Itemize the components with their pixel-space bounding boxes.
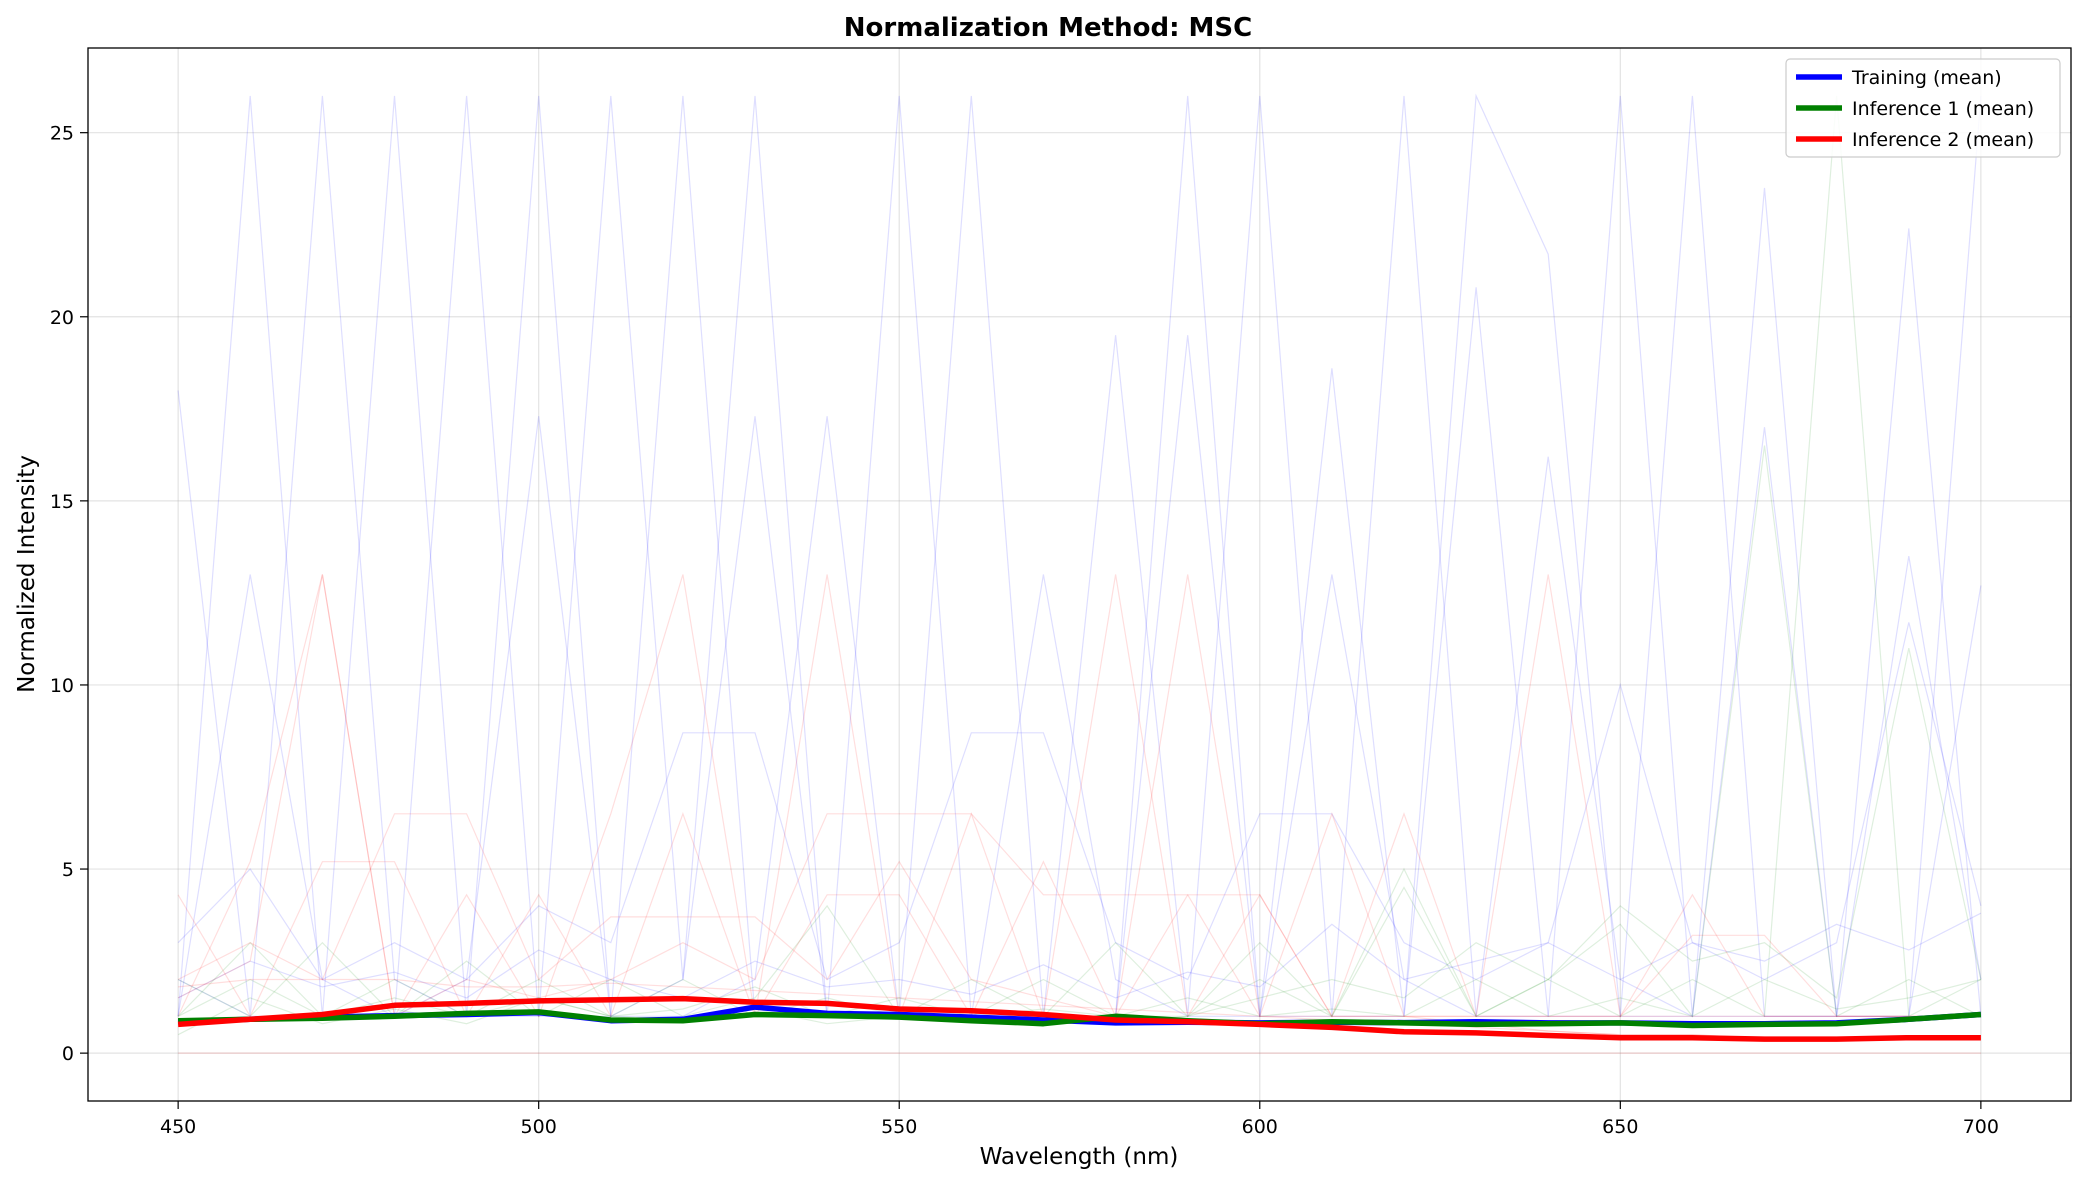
background-trace xyxy=(177,95,1982,1018)
plot-frame xyxy=(87,47,2072,1102)
y-tick-label: 0 xyxy=(62,1043,74,1065)
y-axis-ticks: 0 5 10 15 20 25 xyxy=(50,123,88,1065)
legend-label: Training (mean) xyxy=(1851,67,2002,89)
background-trace xyxy=(178,978,1981,1040)
legend-box xyxy=(1785,58,2061,158)
background-trace xyxy=(177,574,1981,1040)
y-tick-label: 5 xyxy=(62,859,74,881)
background-trace xyxy=(177,912,1982,999)
background-trace xyxy=(177,574,1981,1019)
background-trace xyxy=(177,574,1981,1018)
x-tick-label: 500 xyxy=(521,1116,557,1138)
grid xyxy=(88,48,2071,1101)
legend: Training (mean) Inference 1 (mean) Inferen… xyxy=(1785,58,2061,158)
legend-label: Inference 2 (mean) xyxy=(1852,129,2034,151)
x-axis-ticks: 450 500 550 600 650 700 xyxy=(160,1101,1999,1138)
mean-series xyxy=(177,995,1982,1042)
x-tick-label: 450 xyxy=(160,1116,196,1138)
x-tick-label: 550 xyxy=(881,1116,917,1138)
x-tick-label: 700 xyxy=(1963,1116,1999,1138)
y-axis-label: Normalized Intensity xyxy=(14,455,40,693)
y-tick-label: 15 xyxy=(50,491,74,513)
background-trace xyxy=(177,622,1982,981)
y-tick-label: 10 xyxy=(50,675,74,697)
chart-title: Normalization Method: MSC xyxy=(844,13,1252,43)
x-axis-label: Wavelength (nm) xyxy=(980,1144,1179,1170)
background-trace xyxy=(177,978,1982,1017)
series-line-inference-2-mean xyxy=(177,995,1981,1042)
x-tick-label: 650 xyxy=(1602,1116,1638,1138)
x-tick-label: 600 xyxy=(1242,1116,1278,1138)
background-trace xyxy=(177,812,1981,1018)
legend-label: Inference 1 (mean) xyxy=(1852,98,2034,120)
y-tick-label: 20 xyxy=(50,307,74,329)
background-trace xyxy=(177,416,1982,1018)
y-tick-label: 25 xyxy=(50,123,74,145)
